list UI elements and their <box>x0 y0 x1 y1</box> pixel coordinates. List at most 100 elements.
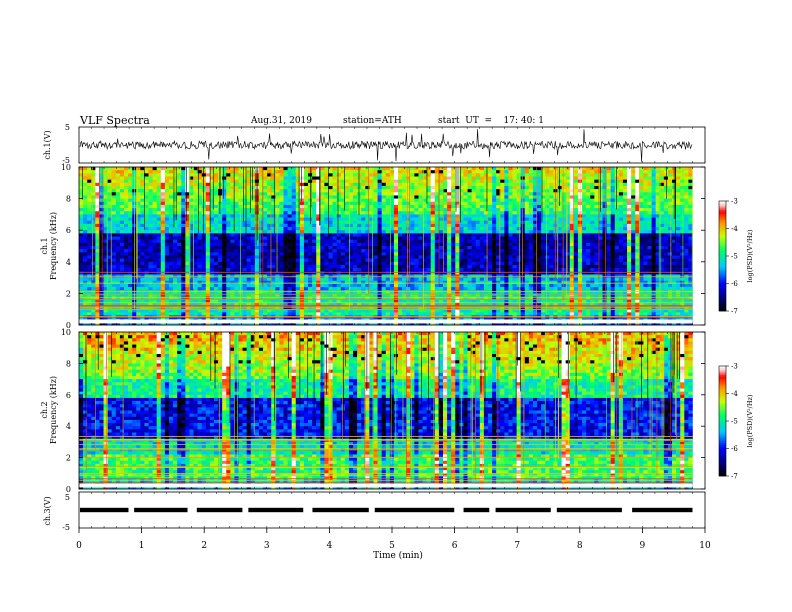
spectrogram-cell <box>291 185 297 190</box>
spectrogram-cell <box>631 264 636 269</box>
spectrogram-cell <box>680 170 685 174</box>
spectrogram-cell <box>332 249 337 253</box>
spectrogram-cell <box>258 249 264 253</box>
spectrogram-cell <box>586 255 591 259</box>
spectrogram-cell <box>299 264 305 269</box>
spectrogram-cell <box>582 176 587 180</box>
spectrogram-cell <box>168 258 174 263</box>
spectrogram-cell <box>463 214 468 218</box>
spectrogram-cell <box>426 227 432 231</box>
spectrogram-cell <box>647 252 652 256</box>
spectrogram-cell <box>344 258 350 263</box>
spectrogram-cell <box>320 233 325 237</box>
spectrogram-cell <box>136 214 141 218</box>
spectrogram-cell <box>177 230 182 234</box>
spectrogram-cell <box>680 192 685 196</box>
spectrogram-cell <box>271 261 276 266</box>
spectrogram-cell <box>181 208 186 212</box>
spectrogram-cell <box>164 271 170 275</box>
spectrogram-cell <box>471 214 477 218</box>
spectrogram-cell <box>393 239 399 244</box>
spectrogram-cell <box>459 211 464 215</box>
spectrogram-cell <box>516 220 522 225</box>
spectrogram-cell <box>79 239 84 244</box>
spectrogram-cell <box>340 246 346 250</box>
spectrogram-cell <box>103 220 108 225</box>
spectrogram-cell <box>332 264 337 269</box>
spectrogram-cell <box>594 242 599 247</box>
spectrogram-cell <box>582 192 587 196</box>
spectrogram-cell <box>263 223 268 228</box>
spectrogram-cell <box>643 198 648 203</box>
spectrogram-cell <box>160 214 166 218</box>
spectrogram-cell <box>393 264 399 269</box>
spectrogram-cell <box>430 242 436 247</box>
spectrogram-cell <box>610 189 616 193</box>
spectrogram-cell <box>173 214 178 218</box>
spectrogram-cell <box>234 170 239 174</box>
spectrogram-cell <box>561 189 566 193</box>
spectrogram-cell <box>631 204 636 209</box>
spectrogram-cell <box>254 239 260 244</box>
spectrogram-cell <box>590 208 595 212</box>
spectrogram-cell <box>618 182 624 187</box>
spectrogram-cell <box>263 227 268 231</box>
spectrogram-cell <box>451 211 456 215</box>
spectrogram-cell <box>336 182 342 187</box>
spectrogram-cell <box>263 201 268 206</box>
spectrogram-cell <box>312 255 317 259</box>
spectrogram-cell <box>586 230 591 234</box>
spectrogram-cell <box>115 249 121 253</box>
spectrogram-cell <box>455 242 460 247</box>
spectrogram-cell <box>610 185 616 190</box>
spectrogram-cell <box>79 208 84 212</box>
spectrogram-cell <box>291 242 297 247</box>
spectrogram-cell <box>504 242 509 247</box>
spectrogram-cell <box>336 189 342 193</box>
spectrogram-cell <box>222 255 227 259</box>
spectrogram-cell <box>312 214 317 218</box>
spectrogram-cell <box>447 258 452 263</box>
spectrogram-cell <box>496 198 501 203</box>
spectrogram-cell <box>148 258 153 263</box>
spectrogram-cell <box>393 236 399 240</box>
spectrogram-cell <box>87 233 92 237</box>
spectrogram-cell <box>320 214 325 218</box>
spectrogram-cell <box>381 214 387 218</box>
spectrogram-cell <box>557 236 562 240</box>
spectrogram-cell <box>222 271 227 275</box>
spectrogram-cell <box>475 264 481 269</box>
spectrogram-cell <box>324 214 329 218</box>
spectrogram-cell <box>618 249 624 253</box>
spectrogram-cell <box>173 185 178 190</box>
spectrogram-cell <box>406 170 411 174</box>
spectrogram-cell <box>95 227 100 231</box>
spectrogram-cell <box>209 227 215 231</box>
spectrogram-cell <box>267 268 272 272</box>
spectrogram-cell <box>287 179 292 184</box>
spectrogram-cell <box>340 242 346 247</box>
spectrogram-cell <box>369 239 374 244</box>
spectrogram-cell <box>496 167 501 171</box>
spectrogram-cell <box>443 217 448 222</box>
spectrogram-cell <box>189 252 194 256</box>
spectrogram-cell <box>136 173 141 177</box>
spectrogram-cell <box>414 217 419 222</box>
spectrogram-cell <box>107 255 113 259</box>
spectrogram-cell <box>181 173 186 177</box>
spectrogram-cell <box>361 268 366 272</box>
spectrogram-cell <box>148 261 153 266</box>
spectrogram-cell <box>226 264 231 269</box>
spectrogram-cell <box>181 211 186 215</box>
spectrogram-cell <box>635 258 640 263</box>
spectrogram-cell <box>688 242 693 247</box>
spectrogram-cell <box>414 236 419 240</box>
spectrogram-cell <box>193 182 198 187</box>
spectrogram-cell <box>218 220 223 225</box>
spectrogram-cell <box>545 239 550 244</box>
spectrogram-cell <box>606 195 611 199</box>
spectrogram-cell <box>524 227 530 231</box>
spectrogram-cell <box>635 198 640 203</box>
spectrogram-cell <box>418 204 423 209</box>
